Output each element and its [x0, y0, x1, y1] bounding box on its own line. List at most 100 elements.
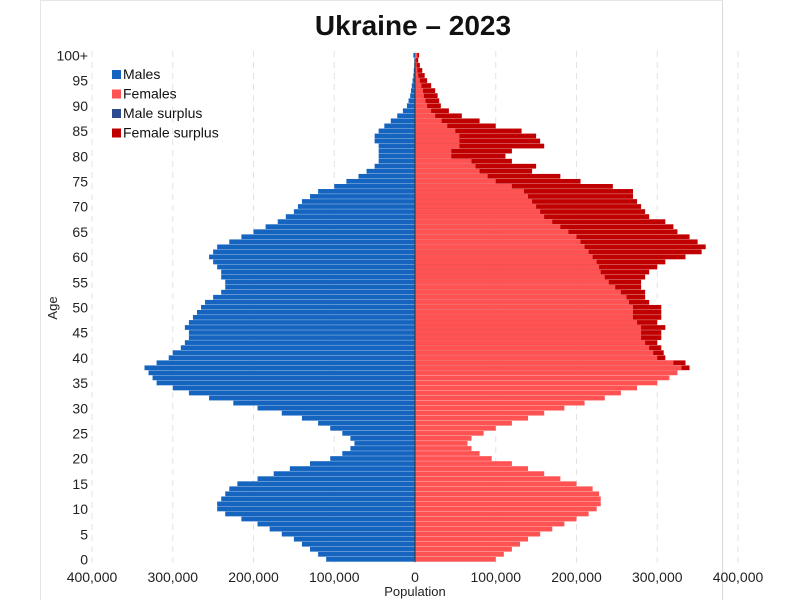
- female-bar: [415, 234, 577, 240]
- female-bar: [415, 521, 565, 527]
- y-tick-label: 0: [80, 551, 88, 567]
- axis-layer: 400,000 300,000 200,000 100,000 0 100,000 200,…: [45, 47, 764, 599]
- female-bar: [415, 466, 529, 471]
- male-bar: [209, 254, 415, 260]
- male-bar: [310, 546, 415, 552]
- y-tick-label: 25: [72, 425, 88, 441]
- female-bar: [415, 148, 452, 154]
- male-bar: [318, 189, 415, 194]
- male-bar: [374, 138, 415, 144]
- male-bar: [412, 78, 415, 83]
- male-bar: [402, 108, 415, 114]
- male-bar: [172, 385, 415, 391]
- female-bar: [415, 546, 512, 552]
- female-surplus-bar: [415, 118, 480, 124]
- male-bar: [156, 360, 415, 366]
- female-surplus-bar: [415, 88, 436, 93]
- male-bar: [326, 556, 415, 562]
- chart-title: Ukraine – 2023: [314, 10, 512, 41]
- y-tick-label: 10: [72, 501, 88, 517]
- female-bar: [415, 360, 674, 366]
- female-bar: [415, 471, 545, 477]
- female-surplus-bar: [415, 133, 537, 139]
- female-bar: [415, 461, 512, 466]
- female-bar: [415, 335, 642, 340]
- legend-label: Females: [123, 86, 177, 102]
- female-bar: [415, 58, 417, 63]
- male-bar: [281, 410, 415, 416]
- female-bar: [415, 143, 460, 149]
- female-bar: [415, 284, 616, 290]
- y-tick-label: 45: [72, 325, 88, 341]
- male-bar: [237, 481, 415, 487]
- female-bar: [415, 375, 670, 381]
- female-surplus-bar: [415, 58, 419, 63]
- male-bar: [281, 531, 415, 537]
- y-tick-label: 70: [72, 199, 88, 215]
- female-bar: [415, 199, 533, 204]
- female-bar: [415, 244, 585, 250]
- female-bar: [415, 355, 658, 361]
- female-surplus-bar: [415, 78, 428, 83]
- female-bar: [415, 158, 472, 164]
- female-bar: [415, 325, 642, 330]
- female-surplus-bar: [415, 148, 512, 154]
- male-bar: [318, 420, 415, 426]
- male-bar: [241, 516, 415, 522]
- male-bar: [277, 219, 415, 225]
- female-bar: [415, 476, 561, 482]
- male-bar: [221, 269, 415, 275]
- male-bar: [156, 380, 415, 386]
- x-tick-label: 200,000: [551, 569, 602, 585]
- male-bar: [366, 168, 415, 174]
- male-bar: [152, 375, 415, 381]
- male-bar: [229, 486, 415, 492]
- x-tick-label: 100,000: [309, 569, 360, 585]
- female-bar: [415, 78, 420, 83]
- male-bar: [384, 123, 415, 129]
- male-bar: [225, 279, 415, 285]
- female-bar: [415, 551, 504, 557]
- bar-layer: [144, 52, 706, 562]
- female-bar: [415, 189, 525, 194]
- female-bar: [415, 390, 621, 396]
- male-bar: [221, 274, 415, 280]
- female-surplus-bar: [415, 113, 462, 119]
- female-surplus-bar: [415, 123, 496, 129]
- male-bar: [301, 541, 415, 547]
- female-bar: [415, 73, 419, 78]
- y-tick-label: 15: [72, 476, 88, 492]
- y-tick-label: 65: [72, 224, 88, 240]
- female-bar: [415, 310, 634, 315]
- female-surplus-bar: [415, 184, 613, 189]
- male-bar: [217, 506, 415, 512]
- male-bar: [257, 405, 415, 411]
- male-bar: [334, 184, 415, 189]
- female-bar: [415, 345, 650, 351]
- y-tick-label: 40: [72, 350, 88, 366]
- female-bar: [415, 184, 512, 189]
- male-bar: [342, 451, 415, 456]
- male-bar: [217, 501, 415, 507]
- female-bar: [415, 229, 569, 235]
- male-bar: [350, 436, 415, 441]
- female-bar: [415, 531, 541, 537]
- y-tick-label: 30: [72, 400, 88, 416]
- legend-label: Male surplus: [123, 105, 202, 121]
- female-bar: [415, 516, 577, 522]
- male-bar: [378, 153, 415, 159]
- male-bar: [411, 83, 415, 88]
- female-bar: [415, 486, 593, 492]
- male-bar: [378, 143, 415, 149]
- y-tick-label: 80: [72, 148, 88, 164]
- female-surplus-bar: [415, 153, 506, 159]
- female-bar: [415, 68, 418, 73]
- legend: Males Females Male surplus Female surplus: [112, 66, 219, 141]
- male-bar: [184, 340, 415, 345]
- female-bar: [415, 103, 428, 109]
- legend-swatch: [112, 89, 121, 99]
- female-bar: [415, 415, 529, 421]
- male-bar: [301, 199, 415, 204]
- female-surplus-bar: [415, 68, 423, 73]
- female-surplus-bar: [415, 138, 541, 144]
